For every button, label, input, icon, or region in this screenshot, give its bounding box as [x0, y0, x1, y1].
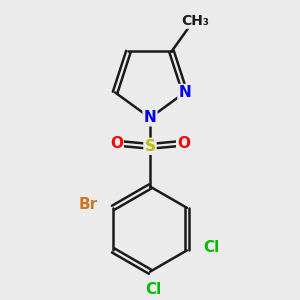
Text: CH₃: CH₃ — [181, 14, 209, 28]
Text: Cl: Cl — [145, 282, 161, 297]
Text: S: S — [145, 139, 155, 154]
Text: N: N — [178, 85, 191, 100]
Text: Cl: Cl — [204, 240, 220, 255]
Text: O: O — [177, 136, 190, 151]
Text: Br: Br — [79, 197, 98, 212]
Text: O: O — [110, 136, 123, 151]
Text: N: N — [144, 110, 156, 125]
